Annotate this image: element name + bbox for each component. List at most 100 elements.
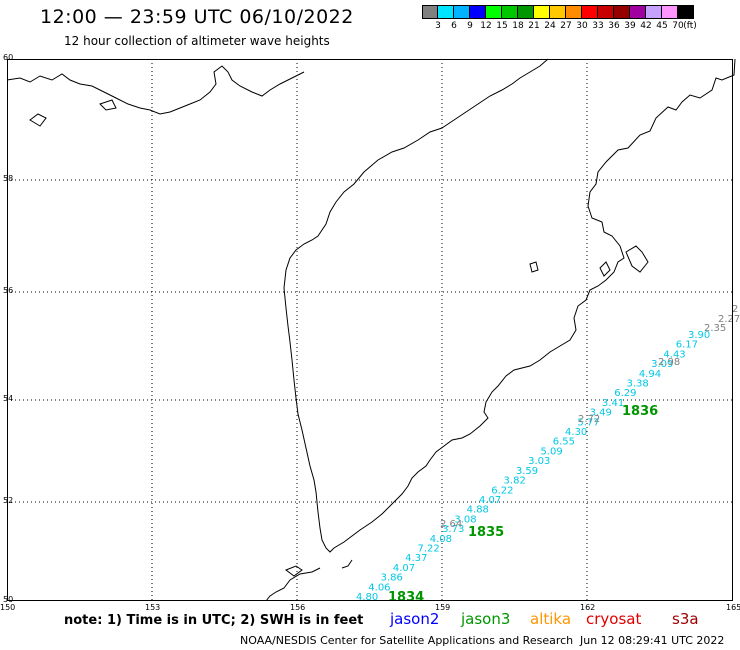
wave-height-label: 6.22 — [491, 485, 513, 496]
map-title: 12:00 — 23:59 UTC 06/10/2022 — [40, 6, 354, 28]
satellite-legend-jason3: jason3 — [461, 610, 511, 628]
wave-height-label-gray: 2.72 — [578, 414, 600, 425]
color-scale-label: 15 — [496, 21, 508, 31]
island-karaginsky — [529, 245, 649, 277]
wave-height-label: 4.07 — [393, 563, 415, 574]
latitude-label: 56 — [3, 286, 14, 295]
wave-height-label: 5.09 — [540, 446, 562, 457]
longitude-label: 150 — [0, 603, 16, 612]
color-scale-swatch — [662, 5, 678, 19]
color-scale-label: (ft) — [683, 21, 697, 31]
latitude-label: 52 — [3, 496, 14, 505]
wave-height-label: 4.07 — [479, 495, 501, 506]
wave-height-label: 3.41 — [602, 398, 624, 409]
color-scale-swatch — [566, 5, 582, 19]
satellite-legend-altika: altika — [530, 610, 572, 628]
wave-height-label: 3.08 — [454, 514, 476, 525]
wave-height-label: 3.86 — [381, 573, 403, 584]
color-scale-label: 12 — [480, 21, 492, 31]
color-scale-label: 9 — [467, 21, 473, 31]
color-scale-swatch — [550, 5, 566, 19]
credit-text: NOAA/NESDIS Center for Satellite Applica… — [240, 634, 574, 647]
color-scale-swatch — [582, 5, 598, 19]
color-scale-bar — [422, 5, 694, 19]
color-scale-label: 27 — [560, 21, 572, 31]
wave-height-label: 3.59 — [516, 466, 538, 477]
wave-height-label: 3.09 — [651, 359, 673, 370]
color-scale-swatch — [454, 5, 470, 19]
wave-height-label: 4.30 — [565, 427, 587, 438]
coastline-kamchatka-west — [283, 58, 736, 553]
wave-height-label-gray: 2.35 — [704, 323, 726, 334]
wave-height-label: 3.03 — [528, 456, 550, 467]
color-scale-swatch — [598, 5, 614, 19]
color-scale-swatch — [422, 5, 438, 19]
latitude-label: 54 — [3, 394, 14, 403]
coastline-magadan — [6, 65, 305, 115]
satellite-legend-s3a: s3a — [672, 610, 699, 628]
map-subtitle: 12 hour collection of altimeter wave hei… — [64, 34, 330, 48]
color-scale-label: 36 — [608, 21, 620, 31]
color-scale-swatch — [502, 5, 518, 19]
latitude-label: 50 — [3, 595, 14, 604]
kuril-islands — [265, 559, 353, 602]
wave-height-label: 3.90 — [688, 330, 710, 341]
color-scale-swatch — [678, 5, 694, 19]
graticule — [7, 59, 733, 601]
island-north — [29, 99, 117, 127]
pass-number-label: 1836 — [622, 404, 658, 419]
wave-height-label: 7.22 — [417, 543, 439, 554]
wave-height-label: 6.17 — [676, 340, 698, 351]
color-scale-label: 42 — [640, 21, 652, 31]
wave-height-label: 4.06 — [368, 582, 390, 593]
color-scale-swatch — [438, 5, 454, 19]
color-scale-swatch — [470, 5, 486, 19]
wave-height-label: 6.55 — [553, 437, 575, 448]
wave-height-label-gray: 2.64 — [440, 519, 462, 530]
wave-height-label: 4.37 — [405, 553, 427, 564]
wave-height-label: 4.80 — [356, 592, 378, 603]
altimeter-track: 4.804.063.864.074.377.224.083.733.084.88… — [356, 304, 740, 605]
color-scale-swatch — [534, 5, 550, 19]
color-scale-label: 6 — [451, 21, 457, 31]
color-scale-label: 70 — [672, 21, 684, 31]
color-scale-swatch — [630, 5, 646, 19]
latitude-label: 60 — [3, 53, 14, 62]
color-scale-label: 3 — [435, 21, 441, 31]
wave-height-label-gray: 2.27 — [718, 314, 740, 325]
wave-height-label: 6.29 — [614, 388, 636, 399]
wave-height-label: 3.38 — [627, 379, 649, 390]
latitude-label: 58 — [3, 174, 14, 183]
footer-note: note: 1) Time is in UTC; 2) SWH is in fe… — [64, 613, 364, 628]
map-frame — [7, 59, 733, 601]
color-scale-label: 30 — [576, 21, 588, 31]
wave-height-label: 3.73 — [442, 524, 464, 535]
satellite-legend-jason2: jason2 — [390, 610, 440, 628]
color-scale-swatch — [646, 5, 662, 19]
wave-height-label: 5.77 — [577, 417, 599, 428]
wave-height-label-gray: 2 — [732, 304, 738, 315]
longitude-label: 162 — [580, 603, 596, 612]
color-scale-label: 21 — [528, 21, 540, 31]
wave-height-label: 4.94 — [639, 369, 661, 380]
satellite-legend-cryosat: cryosat — [586, 610, 642, 628]
longitude-label: 156 — [290, 603, 306, 612]
longitude-label: 159 — [435, 603, 451, 612]
wave-height-label: 3.49 — [590, 408, 612, 419]
color-scale-label: 24 — [544, 21, 556, 31]
pass-number-label: 1834 — [388, 590, 424, 605]
pass-number-label: 1835 — [468, 525, 504, 540]
longitude-label: 165 — [726, 603, 740, 612]
wave-height-label: 4.88 — [467, 505, 489, 516]
generated-timestamp: Jun 12 08:29:41 UTC 2022 — [580, 634, 725, 647]
color-scale-label: 33 — [592, 21, 604, 31]
color-scale-label: 39 — [624, 21, 636, 31]
color-scale-label: 45 — [656, 21, 668, 31]
wave-height-label: 3.82 — [504, 476, 526, 487]
color-scale-swatch — [614, 5, 630, 19]
color-scale-swatch — [518, 5, 534, 19]
color-scale-swatch — [486, 5, 502, 19]
color-scale-label: 18 — [512, 21, 524, 31]
wave-height-label: 4.08 — [430, 534, 452, 545]
